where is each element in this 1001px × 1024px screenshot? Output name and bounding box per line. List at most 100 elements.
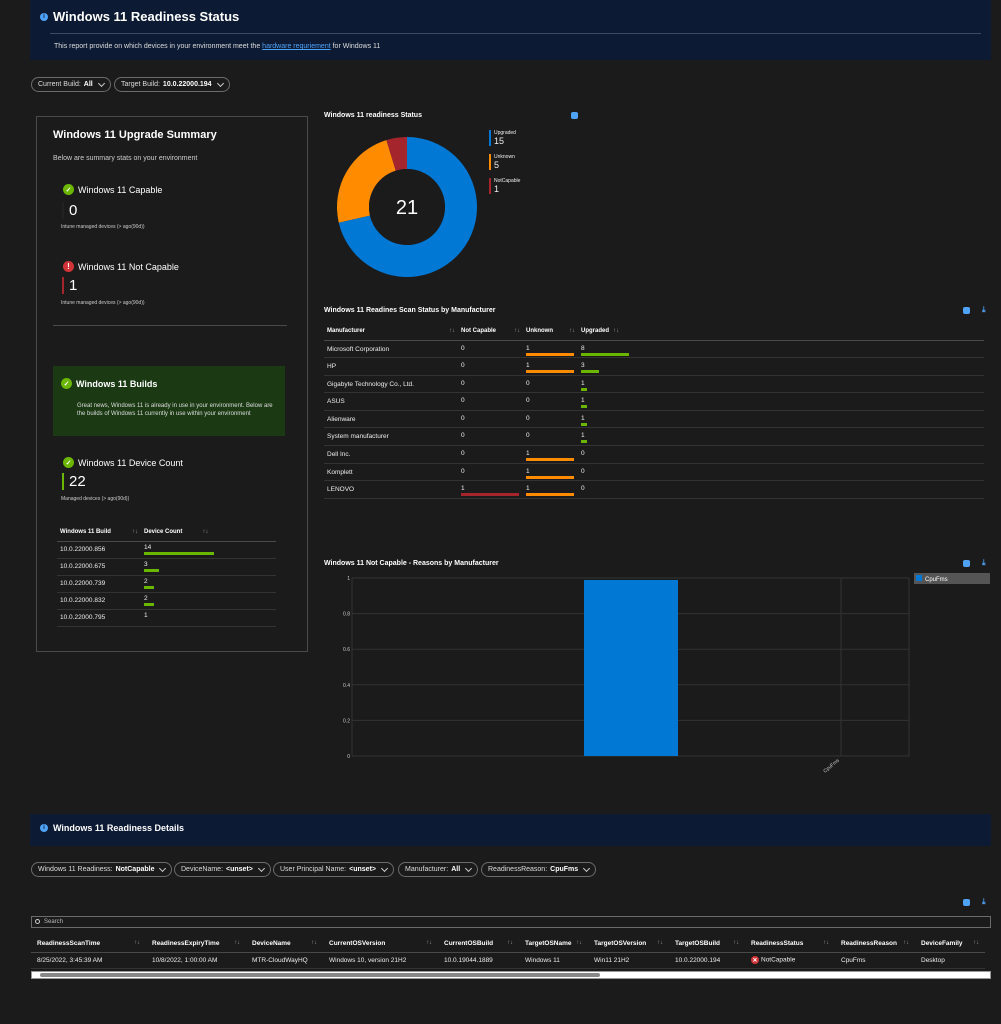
cell-device-name-link[interactable]: MTR-CloudWayHQ bbox=[246, 952, 323, 969]
table-row[interactable]: Dell Inc. 0 1 0 bbox=[324, 445, 984, 464]
sort-icon[interactable]: ↑↓ bbox=[507, 940, 513, 947]
details-filter-0[interactable]: Windows 11 Readiness: NotCapable bbox=[31, 862, 173, 877]
value-bar bbox=[581, 352, 629, 356]
column-header-readinessstatus[interactable]: ReadinessStatus ↑↓ bbox=[745, 936, 835, 953]
column-header-readinessreason[interactable]: ReadinessReason ↑↓ bbox=[835, 936, 915, 953]
pin-icon[interactable] bbox=[571, 112, 578, 119]
column-header-build[interactable]: Windows 11 Build ↑↓ bbox=[57, 523, 141, 542]
pin-icon[interactable] bbox=[963, 899, 970, 906]
value-text: 0 bbox=[461, 467, 465, 475]
column-header-targetosname[interactable]: TargetOSName ↑↓ bbox=[519, 936, 588, 953]
current-build-filter[interactable]: Current Build: All bbox=[31, 77, 111, 92]
column-header-unknown[interactable]: Unknown ↑↓ bbox=[523, 322, 578, 341]
column-header-notcapable[interactable]: Not Capable ↑↓ bbox=[458, 322, 523, 341]
table-row[interactable]: LENOVO 1 1 0 bbox=[324, 480, 984, 499]
sort-icon[interactable]: ↑↓ bbox=[657, 940, 663, 947]
column-header-devicefamily[interactable]: DeviceFamily ↑↓ bbox=[915, 936, 985, 953]
column-header-manufacturer[interactable]: Manufacturer ↑↓ bbox=[324, 322, 458, 341]
value-text: 1 bbox=[581, 379, 585, 387]
column-header-currentosbuild[interactable]: CurrentOSBuild ↑↓ bbox=[438, 936, 519, 953]
count-bar bbox=[144, 585, 154, 589]
search-input[interactable]: Search bbox=[31, 916, 991, 928]
column-header-readinessexpirytime[interactable]: ReadinessExpiryTime ↑↓ bbox=[146, 936, 246, 953]
column-header-count[interactable]: Device Count ↑↓ bbox=[141, 523, 276, 542]
upgraded-header-label: Upgraded bbox=[581, 327, 610, 334]
details-filter-4[interactable]: ReadinessReason: CpuFms bbox=[481, 862, 597, 877]
x-tick-label: CpuFms bbox=[822, 757, 841, 774]
column-header-readinessscantime[interactable]: ReadinessScanTime ↑↓ bbox=[31, 936, 146, 953]
target-build-filter[interactable]: Target Build: 10.0.22000.194 bbox=[114, 77, 230, 92]
sort-icon[interactable]: ↑↓ bbox=[514, 327, 520, 334]
horizontal-scrollbar[interactable] bbox=[31, 971, 991, 979]
legend-label[interactable]: CpuFms bbox=[925, 577, 948, 583]
bar-cpufms[interactable] bbox=[584, 580, 678, 756]
donut-slice-upgraded[interactable] bbox=[338, 137, 477, 277]
value-cell-un: 1 bbox=[523, 340, 578, 359]
table-row[interactable]: Komplett 0 1 0 bbox=[324, 463, 984, 482]
notcapable-value: 1 bbox=[62, 277, 77, 294]
search-icon bbox=[35, 919, 40, 924]
column-header-upgraded[interactable]: Upgraded ↑↓ bbox=[578, 322, 984, 341]
value-text: 0 bbox=[526, 397, 530, 405]
header-label: CurrentOSVersion bbox=[329, 940, 386, 948]
sort-icon[interactable]: ↑↓ bbox=[311, 940, 317, 947]
sort-icon[interactable]: ↑↓ bbox=[823, 940, 829, 947]
build-text: 10.0.22000.795 bbox=[60, 613, 106, 621]
legend-item-upgraded[interactable]: Upgraded 15 bbox=[494, 130, 516, 146]
sort-icon[interactable]: ↑↓ bbox=[134, 940, 140, 947]
donut-slice-unknown[interactable] bbox=[337, 140, 396, 223]
column-header-targetosbuild[interactable]: TargetOSBuild ↑↓ bbox=[669, 936, 745, 953]
value-bar bbox=[581, 370, 599, 374]
builds-table-body: 10.0.22000.856 14 10.0.22000.675 3 10.0.2200… bbox=[57, 541, 276, 627]
manufacturer-cell: HP bbox=[324, 357, 458, 376]
y-tick-label: 0.4 bbox=[343, 683, 350, 689]
sort-icon[interactable]: ↑↓ bbox=[426, 940, 432, 947]
hardware-requirement-link[interactable]: hardware requriement bbox=[262, 43, 331, 50]
table-row[interactable]: System manufacturer 0 0 1 bbox=[324, 427, 984, 447]
details-filter-2[interactable]: User Principal Name: <unset> bbox=[273, 862, 394, 877]
column-header-devicename[interactable]: DeviceName ↑↓ bbox=[246, 936, 323, 953]
table-row[interactable]: 10.0.22000.795 1 bbox=[57, 609, 276, 627]
sort-icon[interactable]: ↑↓ bbox=[132, 528, 138, 535]
count-cell: 2 bbox=[141, 575, 276, 593]
sort-icon[interactable]: ↑↓ bbox=[202, 528, 209, 535]
pin-icon[interactable] bbox=[963, 560, 970, 567]
table-row[interactable]: Alienware 0 0 1 bbox=[324, 410, 984, 429]
sort-icon[interactable]: ↑↓ bbox=[903, 940, 909, 947]
details-filter-3[interactable]: Manufacturer: All bbox=[398, 862, 479, 877]
details-filter-1[interactable]: DeviceName: <unset> bbox=[174, 862, 271, 877]
sort-icon[interactable]: ↑↓ bbox=[569, 327, 575, 334]
legend-item-unknown[interactable]: Unknown 5 bbox=[494, 154, 515, 170]
download-icon[interactable]: ⤓ bbox=[982, 558, 986, 567]
donut-slice-notcapable[interactable] bbox=[386, 137, 407, 171]
table-row[interactable]: 10.0.22000.675 3 bbox=[57, 558, 276, 576]
column-header-targetosversion[interactable]: TargetOSVersion ↑↓ bbox=[588, 936, 669, 953]
value-cell-un: 1 bbox=[523, 357, 578, 376]
table-row[interactable]: ASUS 0 0 1 bbox=[324, 392, 984, 411]
sort-icon[interactable]: ↑↓ bbox=[576, 940, 582, 947]
download-icon[interactable]: ⤓ bbox=[982, 897, 986, 906]
table-row[interactable]: 8/25/2022, 3:45:39 AM 10/8/2022, 1:00:00… bbox=[31, 952, 985, 969]
upgrade-summary-panel: Windows 11 Upgrade Summary Below are sum… bbox=[36, 116, 308, 652]
report-header: i Windows 11 Readiness Status This repor… bbox=[30, 0, 991, 60]
scrollbar-thumb[interactable] bbox=[40, 973, 600, 977]
download-icon[interactable]: ⤓ bbox=[982, 305, 986, 314]
column-header-currentosversion[interactable]: CurrentOSVersion ↑↓ bbox=[323, 936, 438, 953]
pin-icon[interactable] bbox=[963, 307, 970, 314]
table-row[interactable]: 10.0.22000.739 2 bbox=[57, 575, 276, 593]
value-text: 1 bbox=[461, 485, 465, 493]
table-row[interactable]: 10.0.22000.856 14 bbox=[57, 541, 276, 559]
sort-icon[interactable]: ↑↓ bbox=[234, 940, 240, 947]
table-row[interactable]: Gigabyte Technology Co., Ltd. 0 0 1 bbox=[324, 375, 984, 394]
table-row[interactable]: 10.0.22000.832 2 bbox=[57, 592, 276, 610]
build-cell: 10.0.22000.856 bbox=[57, 541, 141, 559]
table-row[interactable]: Microsoft Corporation 0 1 8 bbox=[324, 340, 984, 359]
value-text: 0 bbox=[461, 397, 465, 405]
table-row[interactable]: HP 0 1 3 bbox=[324, 357, 984, 376]
legend-item-notcapable[interactable]: NotCapable 1 bbox=[494, 178, 520, 194]
sort-icon[interactable]: ↑↓ bbox=[449, 327, 455, 334]
builds-callout: ✓ Windows 11 Builds Great news, Windows … bbox=[53, 366, 285, 436]
sort-icon[interactable]: ↑↓ bbox=[613, 327, 620, 334]
sort-icon[interactable]: ↑↓ bbox=[973, 940, 979, 947]
sort-icon[interactable]: ↑↓ bbox=[733, 940, 739, 947]
